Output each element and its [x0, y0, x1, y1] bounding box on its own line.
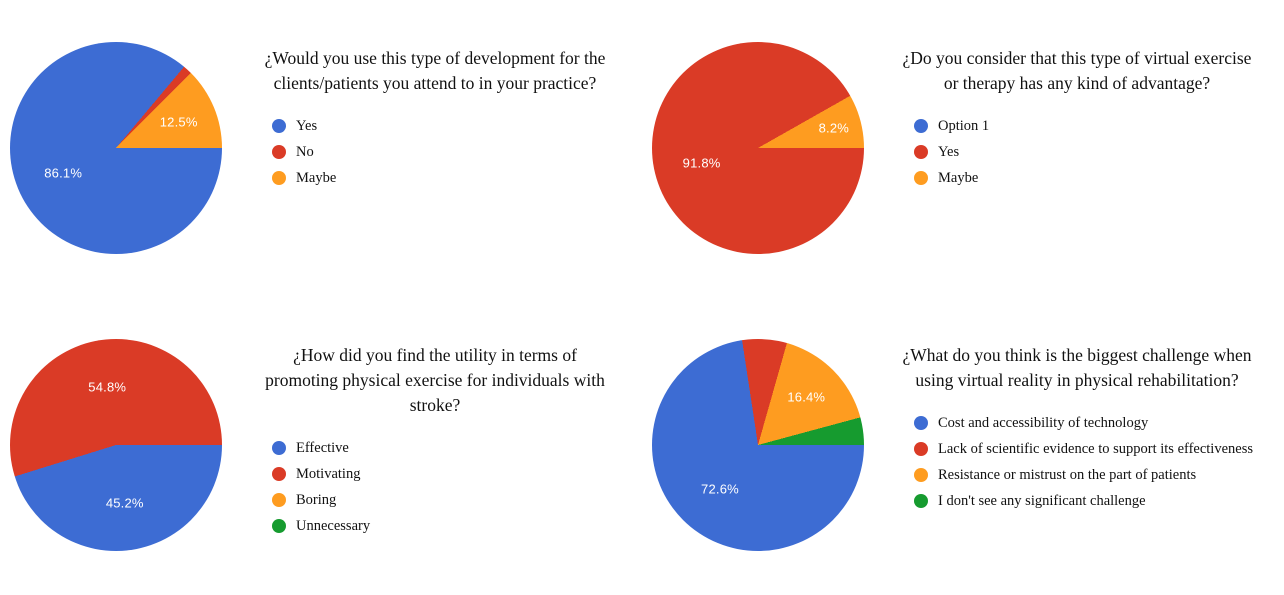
- chart-legend: Cost and accessibility of technology Lack…: [914, 415, 1284, 510]
- chart-info: ¿How did you find the utility in terms o…: [228, 297, 642, 535]
- slice-percentage-label: 45.2%: [105, 495, 144, 511]
- slice-percentage-label: 54.8%: [88, 379, 127, 395]
- slice-percentage-label: 16.4%: [787, 389, 826, 405]
- legend-item-label: Maybe: [938, 169, 979, 186]
- chart-legend: Yes No Maybe: [272, 118, 642, 187]
- slice-percentage-label: 8.2%: [818, 120, 850, 136]
- legend-item: Boring: [272, 492, 642, 509]
- slice-percentage-label: 72.6%: [701, 481, 739, 497]
- chart-question: ¿Would you use this type of development …: [264, 48, 606, 93]
- legend-item: Resistance or mistrust on the part of pa…: [914, 467, 1284, 484]
- legend-color-dot-icon: [914, 171, 928, 186]
- pie-chart: 45.2% 54.8%: [10, 339, 222, 551]
- legend-color-dot-icon: [272, 171, 286, 186]
- legend-item: No: [272, 144, 642, 161]
- pie-chart-utility: 45.2% 54.8%: [10, 339, 222, 551]
- legend-item: Cost and accessibility of technology: [914, 415, 1284, 432]
- legend-item: Motivating: [272, 466, 642, 483]
- pie-chart: 86.1% 12.5%: [10, 42, 222, 254]
- chart-question: ¿What do you think is the biggest challe…: [902, 345, 1252, 390]
- legend-item-label: Motivating: [296, 465, 361, 482]
- legend-item-label: I don't see any significant challenge: [938, 492, 1146, 509]
- legend-item: Yes: [272, 118, 642, 135]
- legend-item-label: No: [296, 143, 314, 160]
- legend-item-label: Cost and accessibility of technology: [938, 414, 1149, 431]
- legend-item: Maybe: [914, 170, 1284, 187]
- legend-item-label: Effective: [296, 439, 349, 456]
- chart-legend: Effective Motivating Boring Unnecessary: [272, 440, 642, 535]
- legend-item-label: Lack of scientific evidence to support i…: [938, 440, 1253, 457]
- legend-item-label: Yes: [296, 117, 318, 134]
- slice-percentage-label: 91.8%: [682, 155, 721, 171]
- legend-color-dot-icon: [272, 119, 286, 134]
- legend-color-dot-icon: [914, 494, 928, 509]
- legend-item-label: Maybe: [296, 169, 337, 186]
- pie-chart-practice-use: 86.1% 12.5%: [10, 42, 222, 254]
- legend-color-dot-icon: [914, 468, 928, 483]
- pie-chart: 91.8% 8.2%: [652, 42, 864, 254]
- legend-color-dot-icon: [272, 519, 286, 534]
- chart-panel-1: 86.1% 12.5% ¿Would you use this type of d…: [0, 0, 642, 297]
- chart-info: ¿What do you think is the biggest challe…: [870, 297, 1284, 510]
- legend-item: Option 1: [914, 118, 1284, 135]
- legend-item: I don't see any significant challenge: [914, 493, 1284, 510]
- chart-question: ¿Do you consider that this type of virtu…: [902, 48, 1252, 93]
- legend-item-label: Unnecessary: [296, 517, 371, 534]
- legend-color-dot-icon: [914, 442, 928, 457]
- legend-color-dot-icon: [914, 119, 928, 134]
- legend-color-dot-icon: [272, 467, 286, 482]
- slice-percentage-label: 86.1%: [44, 165, 83, 181]
- legend-item: Yes: [914, 144, 1284, 161]
- legend-color-dot-icon: [272, 493, 286, 508]
- legend-item-label: Option 1: [938, 117, 990, 134]
- chart-info: ¿Would you use this type of development …: [228, 0, 642, 187]
- chart-info: ¿Do you consider that this type of virtu…: [870, 0, 1284, 187]
- chart-panel-4: 72.6% 16.4% ¿What do you think is the big…: [642, 297, 1284, 595]
- pie-chart: 72.6% 16.4%: [652, 339, 864, 551]
- legend-item: Lack of scientific evidence to support i…: [914, 441, 1284, 458]
- legend-color-dot-icon: [272, 441, 286, 456]
- chart-panel-2: 91.8% 8.2% ¿Do you consider that this typ…: [642, 0, 1284, 297]
- chart-panel-3: 45.2% 54.8% ¿How did you find the utility…: [0, 297, 642, 595]
- pie-chart-biggest-challenge: 72.6% 16.4%: [652, 339, 864, 551]
- chart-legend: Option 1 Yes Maybe: [914, 118, 1284, 187]
- legend-item: Maybe: [272, 170, 642, 187]
- pie-chart-advantage: 91.8% 8.2%: [652, 42, 864, 254]
- legend-color-dot-icon: [272, 145, 286, 160]
- legend-item: Effective: [272, 440, 642, 457]
- legend-item-label: Boring: [296, 491, 337, 508]
- slice-percentage-label: 12.5%: [159, 114, 198, 130]
- legend-item-label: Yes: [938, 143, 960, 160]
- legend-item-label: Resistance or mistrust on the part of pa…: [938, 466, 1197, 483]
- legend-item: Unnecessary: [272, 518, 642, 535]
- legend-color-dot-icon: [914, 416, 928, 431]
- chart-question: ¿How did you find the utility in terms o…: [265, 345, 605, 415]
- legend-color-dot-icon: [914, 145, 928, 160]
